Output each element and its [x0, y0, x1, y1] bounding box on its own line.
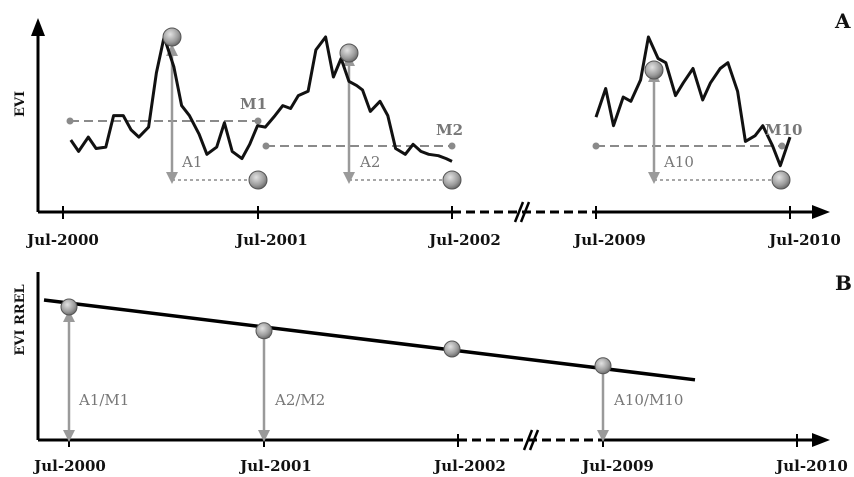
mean-endpoint — [254, 117, 262, 125]
mean-endpoint — [592, 142, 600, 150]
ratio-point — [594, 357, 612, 375]
ratio-point — [255, 322, 273, 340]
evi-series-line-2 — [594, 35, 792, 168]
mean-endpoint — [66, 117, 74, 125]
ratio-label: A10/M10 — [613, 391, 683, 409]
a-tick-label: Jul-2009 — [572, 231, 646, 249]
a-x-axis-arrow — [812, 205, 830, 219]
evi-series-group — [69, 35, 792, 168]
a-y-axis-title: EVI — [13, 91, 28, 117]
a-tick-label: Jul-2001 — [234, 231, 308, 249]
a-extrema-markers — [162, 27, 791, 190]
min-marker — [442, 170, 462, 190]
a-y-axis-arrow — [31, 18, 45, 36]
mean-endpoint — [778, 142, 786, 150]
ratio-series-group — [43, 298, 696, 382]
min-marker — [248, 170, 268, 190]
a-x-ticks — [62, 206, 791, 219]
a-axis-break-mark — [513, 201, 531, 223]
a-tick-label: Jul-2002 — [427, 231, 501, 249]
mean-endpoint — [448, 142, 456, 150]
amplitude-label-a1: A1 — [181, 153, 202, 171]
mean-label-m2: M2 — [436, 121, 463, 139]
trend-line — [43, 298, 696, 382]
b-axis-break-mark — [522, 429, 540, 451]
a-reference-lines — [66, 44, 786, 184]
panel-b: B EVI RREL Jul-2000 Jul-2001 Jul-2002 Ju… — [13, 271, 852, 475]
ratio-label: A1/M1 — [78, 391, 129, 409]
amplitude-arrowhead-down — [648, 172, 660, 184]
b-x-axis-arrow — [812, 433, 830, 447]
a-tick-label: Jul-2000 — [25, 231, 99, 249]
max-marker — [644, 60, 664, 80]
amplitude-arrowhead-down — [343, 172, 355, 184]
b-tick-label: Jul-2010 — [774, 457, 848, 475]
panel-label-a: A — [834, 9, 851, 33]
b-tick-label: Jul-2002 — [432, 457, 506, 475]
mean-endpoint — [262, 142, 270, 150]
max-marker — [162, 27, 182, 47]
amplitude-label-a10: A10 — [663, 153, 694, 171]
b-tick-label: Jul-2000 — [32, 457, 106, 475]
b-tick-label: Jul-2009 — [580, 457, 654, 475]
mean-label-m1: M1 — [240, 95, 267, 113]
max-marker — [339, 43, 359, 63]
panel-label-b: B — [835, 271, 852, 295]
evi-series-line-1 — [69, 35, 453, 163]
mean-label-m10: M10 — [765, 121, 802, 139]
ratio-point — [60, 298, 78, 316]
amplitude-label-a2: A2 — [359, 153, 380, 171]
min-marker — [771, 170, 791, 190]
panel-a: A EVI Jul-2000 Jul-2001 Jul-2002 Jul-200… — [13, 9, 851, 249]
a-tick-label: Jul-2010 — [767, 231, 841, 249]
amplitude-arrowhead-down — [166, 172, 178, 184]
b-y-axis-title: EVI RREL — [13, 284, 28, 355]
ratio-label: A2/M2 — [274, 391, 325, 409]
ratio-point — [443, 340, 461, 358]
b-ratio-arrows — [63, 310, 609, 442]
b-tick-label: Jul-2001 — [238, 457, 312, 475]
